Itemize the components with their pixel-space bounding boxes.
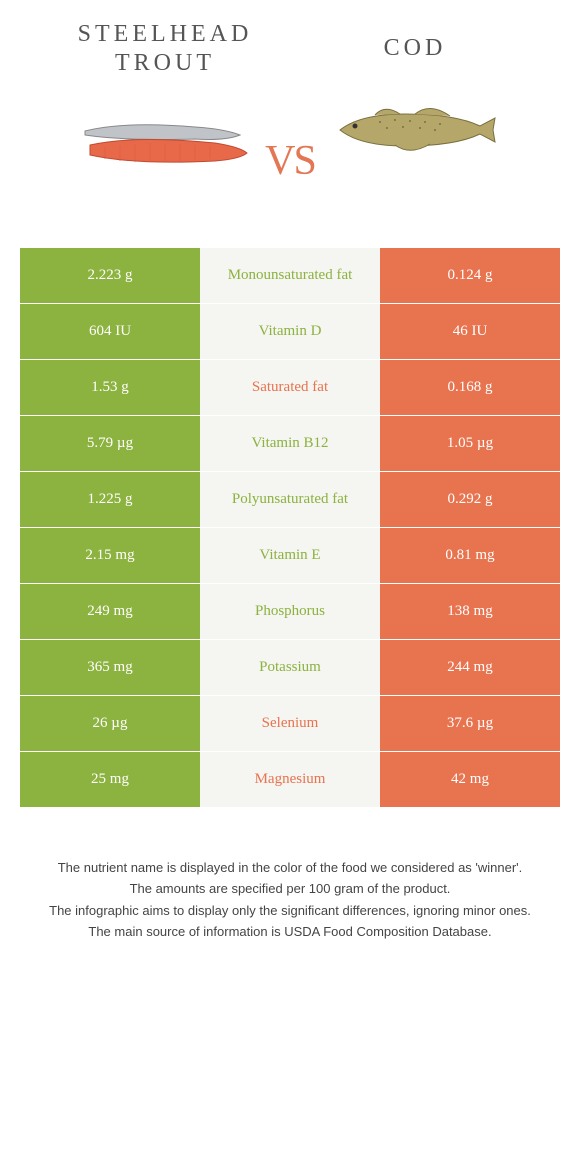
nutrient-comparison-table: 2.223 gMonounsaturated fat0.124 g604 IUV… <box>20 248 560 808</box>
right-food-header: COD <box>290 34 540 173</box>
right-value: 0.168 g <box>380 360 560 415</box>
left-value: 1.225 g <box>20 472 200 527</box>
cod-image <box>325 83 505 173</box>
footnotes: The nutrient name is displayed in the co… <box>30 858 550 942</box>
right-value: 42 mg <box>380 752 560 807</box>
left-value: 1.53 g <box>20 360 200 415</box>
table-row: 1.53 gSaturated fat0.168 g <box>20 360 560 416</box>
comparison-header: STEELHEAD TROUT vs COD <box>0 0 580 198</box>
table-row: 25 mgMagnesium42 mg <box>20 752 560 808</box>
table-row: 5.79 µgVitamin B121.05 µg <box>20 416 560 472</box>
table-row: 26 µgSelenium37.6 µg <box>20 696 560 752</box>
left-value: 604 IU <box>20 304 200 359</box>
right-value: 37.6 µg <box>380 696 560 751</box>
right-value: 46 IU <box>380 304 560 359</box>
nutrient-name: Polyunsaturated fat <box>200 472 380 527</box>
nutrient-name: Selenium <box>200 696 380 751</box>
left-food-header: STEELHEAD TROUT <box>40 20 290 188</box>
nutrient-name: Vitamin B12 <box>200 416 380 471</box>
left-value: 2.223 g <box>20 248 200 303</box>
nutrient-name: Vitamin D <box>200 304 380 359</box>
nutrient-name: Magnesium <box>200 752 380 807</box>
left-value: 365 mg <box>20 640 200 695</box>
table-row: 2.223 gMonounsaturated fat0.124 g <box>20 248 560 304</box>
left-value: 25 mg <box>20 752 200 807</box>
footnote-line: The amounts are specified per 100 gram o… <box>30 879 550 899</box>
right-value: 138 mg <box>380 584 560 639</box>
nutrient-name: Monounsaturated fat <box>200 248 380 303</box>
footnote-line: The main source of information is USDA F… <box>30 922 550 942</box>
nutrient-name: Vitamin E <box>200 528 380 583</box>
right-value: 0.292 g <box>380 472 560 527</box>
right-value: 0.124 g <box>380 248 560 303</box>
table-row: 604 IUVitamin D46 IU <box>20 304 560 360</box>
table-row: 2.15 mgVitamin E0.81 mg <box>20 528 560 584</box>
footnote-line: The infographic aims to display only the… <box>30 901 550 921</box>
right-value: 244 mg <box>380 640 560 695</box>
right-value: 0.81 mg <box>380 528 560 583</box>
left-value: 5.79 µg <box>20 416 200 471</box>
nutrient-name: Phosphorus <box>200 584 380 639</box>
vs-label: vs <box>265 120 315 189</box>
table-row: 1.225 gPolyunsaturated fat0.292 g <box>20 472 560 528</box>
right-value: 1.05 µg <box>380 416 560 471</box>
left-value: 2.15 mg <box>20 528 200 583</box>
right-food-title: COD <box>384 34 447 63</box>
trout-image <box>75 98 255 188</box>
table-row: 249 mgPhosphorus138 mg <box>20 584 560 640</box>
left-food-title: STEELHEAD TROUT <box>40 20 290 78</box>
left-value: 26 µg <box>20 696 200 751</box>
left-value: 249 mg <box>20 584 200 639</box>
footnote-line: The nutrient name is displayed in the co… <box>30 858 550 878</box>
table-row: 365 mgPotassium244 mg <box>20 640 560 696</box>
nutrient-name: Potassium <box>200 640 380 695</box>
nutrient-name: Saturated fat <box>200 360 380 415</box>
